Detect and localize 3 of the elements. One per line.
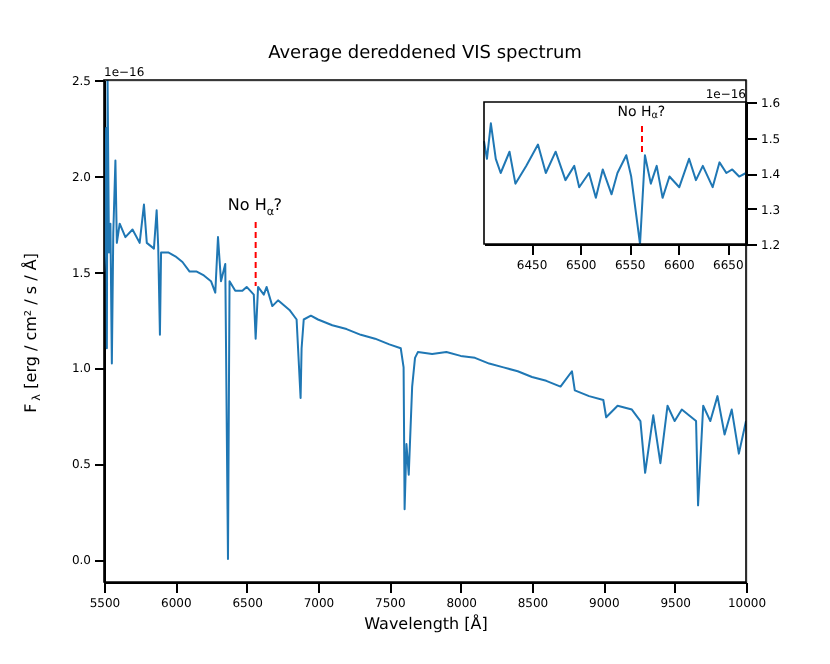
x-axis-title: Wavelength [Å] [364, 613, 488, 633]
line-series [104, 80, 746, 561]
chart-title: Average dereddened VIS spectrum [268, 44, 582, 64]
